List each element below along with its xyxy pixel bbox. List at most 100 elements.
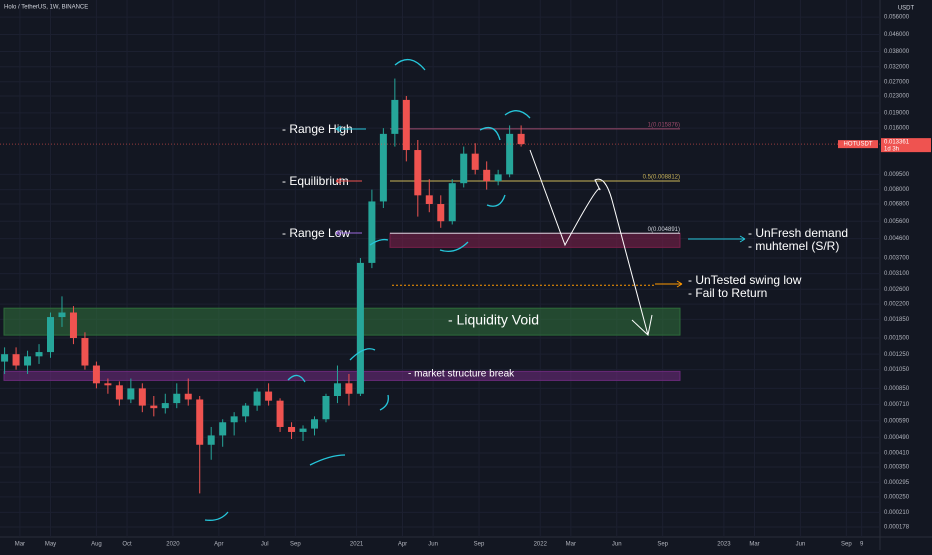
fib-label: 0.5(0.008812): [643, 175, 680, 181]
candle-body: [494, 174, 502, 182]
projection-path: [529, 149, 649, 336]
pointer-arrow: [335, 229, 362, 237]
x-tick-label: Mar: [566, 542, 576, 548]
candle-body: [414, 150, 422, 196]
candle-body: [115, 385, 123, 400]
x-tick-label: 9: [860, 542, 864, 548]
projection-arrow: [631, 314, 653, 336]
candle-body: [483, 169, 491, 182]
y-tick-label: 0.001500: [884, 336, 910, 342]
symbol-tag: [838, 140, 878, 149]
y-tick-label: 0.000590: [884, 418, 910, 424]
candle-body: [402, 99, 410, 151]
x-tick-label: Sep: [474, 542, 485, 548]
last-price-label: 0.013361: [884, 140, 910, 146]
swing-marks: [204, 58, 531, 521]
candle-body: [1, 354, 9, 362]
candle-body: [391, 99, 399, 134]
y-tick-label: 0.002200: [884, 302, 910, 308]
x-tick-label: Jul: [261, 542, 269, 548]
candle-body: [35, 352, 43, 357]
candle-body: [127, 388, 135, 400]
fib-label: 0(0.004891): [648, 227, 680, 233]
annotation: - Fail to Return: [688, 286, 767, 300]
countdown: 1d 3h: [884, 147, 899, 153]
candle-body: [379, 133, 387, 202]
price-tag: [881, 138, 931, 153]
x-tick-label: Apr: [398, 542, 407, 548]
y-tick-label: 0.023000: [884, 94, 910, 100]
fib-label: 1(0.015876): [648, 122, 680, 128]
candle-body: [150, 405, 158, 409]
x-tick-label: Apr: [214, 542, 223, 548]
y-tick-label: 0.000850: [884, 386, 910, 392]
x-tick-label: Aug: [91, 542, 102, 548]
pointer-arrow: [688, 235, 746, 243]
annotation: - muhtemel (S/R): [748, 239, 839, 253]
candle-body: [161, 403, 169, 409]
candle-body: [345, 383, 353, 394]
y-tick-label: 0.001250: [884, 352, 910, 358]
y-tick-label: 0.000410: [884, 451, 910, 457]
candle-body: [425, 195, 433, 205]
pointer-arrow: [655, 280, 683, 288]
candle-body: [448, 183, 456, 222]
y-tick-label: 0.008000: [884, 187, 910, 193]
x-tick-label: 2022: [534, 542, 548, 548]
candle-body: [276, 400, 284, 427]
y-tick-label: 0.006800: [884, 202, 910, 208]
symbol-label: HOTUSDT: [844, 142, 873, 148]
x-tick-label: Jun: [428, 542, 438, 548]
y-tick-label: 0.002600: [884, 287, 910, 293]
candle-body: [12, 354, 20, 366]
x-tick-label: 2021: [350, 542, 364, 548]
y-tick-label: 0.027000: [884, 79, 910, 85]
candle-body: [368, 201, 376, 263]
y-tick-label: 0.001850: [884, 317, 910, 323]
candle-body: [81, 338, 89, 366]
y-tick-label: 0.003100: [884, 271, 910, 277]
annotation: - UnFresh demand: [748, 226, 848, 240]
candle-body: [69, 312, 77, 339]
zone: [3, 307, 681, 336]
x-tick-label: Jun: [796, 542, 806, 548]
candle-body: [230, 416, 238, 423]
y-unit: USDT: [898, 6, 915, 12]
candle-body: [311, 419, 319, 429]
y-tick-label: 0.019000: [884, 110, 910, 116]
y-tick-label: 0.016000: [884, 126, 910, 132]
y-tick-label: 0.003700: [884, 256, 910, 262]
annotation: - Equilibrium: [282, 174, 349, 188]
x-tick-label: Oct: [122, 542, 132, 548]
y-tick-label: 0.046000: [884, 32, 910, 38]
candle-body: [506, 133, 514, 175]
zone: [389, 232, 681, 248]
y-tick-label: 0.000295: [884, 480, 910, 486]
candle-body: [288, 426, 296, 432]
candle-body: [24, 356, 32, 366]
y-tick-label: 0.038000: [884, 49, 910, 55]
candle-body: [333, 383, 341, 396]
candle-body: [356, 262, 364, 394]
x-tick-label: Sep: [657, 542, 668, 548]
y-tick-label: 0.001050: [884, 367, 910, 373]
x-tick-label: Mar: [15, 542, 25, 548]
annotation: - UnTested swing low: [688, 273, 802, 287]
annotation: - Range High: [282, 122, 353, 136]
pointer-arrow: [335, 177, 362, 185]
y-tick-label: 0.056000: [884, 15, 910, 21]
candle-body: [196, 399, 204, 445]
annotation: - market structure break: [408, 369, 515, 380]
candle-body: [460, 153, 468, 184]
candle-body: [471, 153, 479, 170]
candle-body: [184, 393, 192, 400]
candle-body: [253, 391, 261, 406]
y-tick-label: 0.000490: [884, 435, 910, 441]
y-tick-label: 0.000210: [884, 510, 910, 516]
x-tick-label: Sep: [841, 542, 852, 548]
candle-body: [92, 365, 100, 384]
y-tick-label: 0.000710: [884, 402, 910, 408]
